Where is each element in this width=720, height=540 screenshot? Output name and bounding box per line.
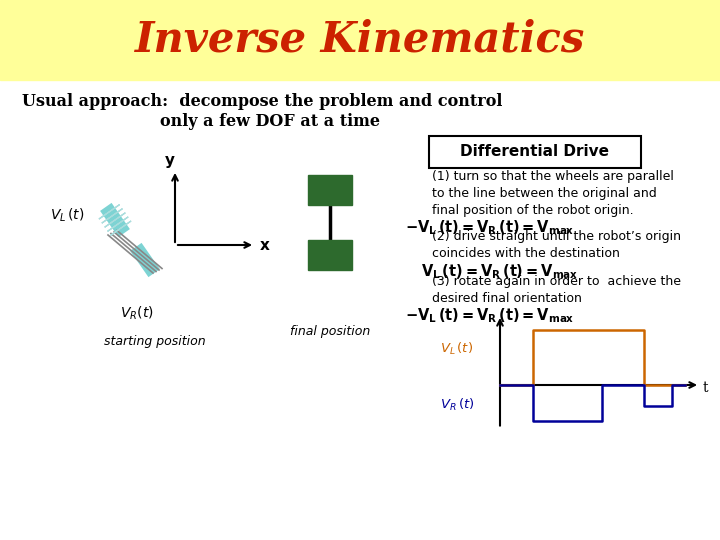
Text: y: y [165,153,175,168]
Polygon shape [100,203,130,237]
Text: $V_L\,(t)$: $V_L\,(t)$ [50,206,84,224]
Text: starting position: starting position [104,335,206,348]
Text: $V_L\,(t)$: $V_L\,(t)$ [440,341,473,357]
Text: Differential Drive: Differential Drive [461,145,610,159]
Bar [308,175,352,205]
Text: final position: final position [290,325,370,338]
Bar [0,0,720,80]
Text: $\mathbf{V_L\,(t) = V_R\,(t) = V_{max}}$: $\mathbf{V_L\,(t) = V_R\,(t) = V_{max}}$ [421,262,579,281]
Bar [308,240,352,270]
Text: $V_R(t)$: $V_R(t)$ [120,305,153,322]
FancyBboxPatch shape [429,136,641,168]
Text: Inverse Kinematics: Inverse Kinematics [135,19,585,61]
Text: $\mathbf{-V_L\,(t) = V_R\,(t) = V_{max}}$: $\mathbf{-V_L\,(t) = V_R\,(t) = V_{max}}… [405,306,575,325]
Text: only a few DOF at a time: only a few DOF at a time [160,113,380,130]
Polygon shape [130,243,160,277]
Text: (2) drive straight until the robot’s origin
coincides with the destination: (2) drive straight until the robot’s ori… [432,230,681,260]
Text: x: x [260,238,270,253]
Text: t: t [703,381,708,395]
Text: Usual approach:  decompose the problem and control: Usual approach: decompose the problem an… [22,93,503,110]
Text: (3) rotate again in order to  achieve the
desired final orientation: (3) rotate again in order to achieve the… [432,275,681,305]
Text: $\mathbf{-V_L\,(t) = V_R\,(t) = V_{max}}$: $\mathbf{-V_L\,(t) = V_R\,(t) = V_{max}}… [405,218,575,237]
Text: $V_R\,(t)$: $V_R\,(t)$ [440,396,474,413]
Text: (1) turn so that the wheels are parallel
to the line between the original and
fi: (1) turn so that the wheels are parallel… [432,170,674,217]
